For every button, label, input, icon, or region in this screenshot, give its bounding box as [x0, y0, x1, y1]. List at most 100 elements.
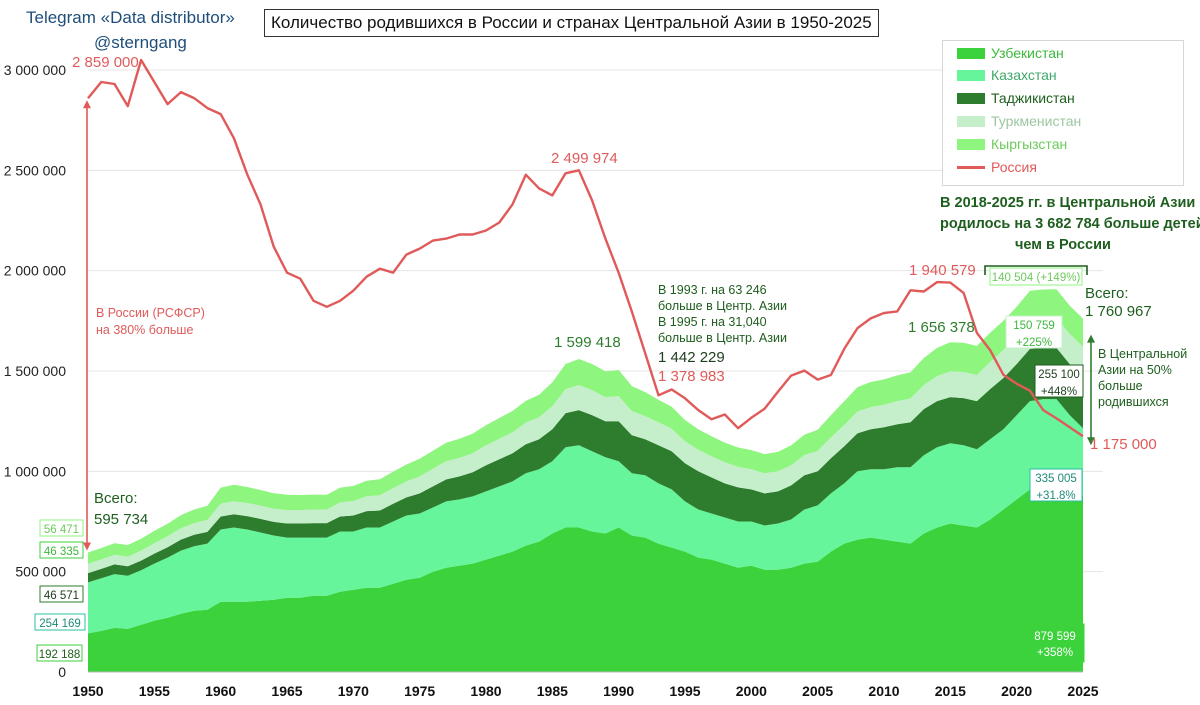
- watermark-telegram: Telegram «Data distributor»: [26, 8, 235, 27]
- area-series-Узбекистан: [88, 479, 1083, 672]
- label-russia-1950: 2 859 000: [72, 54, 139, 71]
- x-tick-label: 1960: [205, 683, 236, 699]
- label-total-1950: Всего:: [94, 490, 138, 507]
- legend-item-kazakhstan: Казахстан: [957, 65, 1057, 85]
- label-start-tajikistan: 46 571: [44, 590, 79, 602]
- note-ca-more: больше: [1098, 379, 1143, 393]
- note-1993: В 1995 г. на 31,040: [658, 315, 767, 329]
- legend-label: Узбекистан: [991, 45, 1064, 61]
- label-end-turkmenistan-box: [1005, 315, 1063, 349]
- legend-line-swatch: [957, 165, 985, 169]
- y-tick-label: 2 500 000: [4, 162, 66, 178]
- line-series-Россия: [87, 58, 1084, 438]
- label-start-turkmenistan: 46 335: [44, 546, 79, 558]
- x-tick-label: 1980: [470, 683, 501, 699]
- note-1993: больше в Центр. Азии: [658, 299, 787, 313]
- label-ca-1993: 1 442 229: [658, 349, 725, 366]
- label-end-kyrgyzstan: 140 504 (+149%): [992, 272, 1081, 284]
- area-series-Таджикистан: [88, 347, 1083, 583]
- legend-label: Кыргызстан: [991, 136, 1068, 152]
- x-tick-label: 2020: [1001, 683, 1032, 699]
- label-end-kyrgyzstan-box: [989, 267, 1083, 286]
- axes: 0 500 000 1 000 000 1 500 000 2 000 000 2 500…: [4, 62, 1099, 699]
- x-tick-label: 2010: [868, 683, 899, 699]
- label-start-turkmenistan-box: [39, 541, 84, 559]
- label-start-tajikistan-box: [39, 585, 84, 603]
- chart-title: Количество родившихся в России и странах…: [264, 9, 879, 37]
- x-tick-label: 2000: [736, 683, 767, 699]
- legend-item-uzbekistan: Узбекистан: [957, 43, 1064, 63]
- arrow-head-up: [1087, 334, 1095, 343]
- russia-line-group: [87, 58, 1084, 438]
- legend-item-turkmenistan: Туркменистан: [957, 111, 1081, 131]
- label-total-2025: Всего:: [1085, 285, 1129, 302]
- label-end-tajikistan: 255 100: [1038, 369, 1080, 381]
- y-tick-label: 3 000 000: [4, 62, 66, 78]
- label-end-uzbekistan: 879 599: [1034, 631, 1076, 643]
- x-tick-label: 1995: [669, 683, 700, 699]
- x-tick-label: 1970: [338, 683, 369, 699]
- label-end-kazakhstan: 335 005: [1035, 473, 1077, 485]
- label-end-tajikistan: +448%: [1041, 386, 1077, 398]
- legend-swatch: [957, 115, 985, 127]
- label-end-kazakhstan: +31.8%: [1036, 490, 1075, 502]
- legend: Узбекистан Казахстан Таджикистан Туркмен…: [942, 40, 1184, 186]
- label-end-turkmenistan: +225%: [1016, 337, 1052, 349]
- area-series-Кыргызстан: [88, 289, 1083, 564]
- arrow-head-up: [83, 100, 91, 109]
- x-tick-label: 1950: [72, 683, 103, 699]
- note-1993: В 1993 г. на 63 246: [658, 283, 767, 297]
- y-tick-label: 2 000 000: [4, 263, 66, 279]
- label-russia-1987: 2 499 974: [551, 150, 618, 167]
- note-ca-more: В Центральной: [1098, 347, 1187, 361]
- label-start-uzbekistan: 192 188: [39, 649, 81, 661]
- label-ca-2015: 1 656 378: [908, 319, 975, 336]
- label-russia-2015: 1 940 579: [909, 262, 976, 279]
- x-tick-label: 1985: [537, 683, 568, 699]
- x-tick-label: 1955: [139, 683, 170, 699]
- note-ca-more: родившихся: [1098, 395, 1169, 409]
- note-2018-2025: В 2018-2025 гг. в Центральной Азии: [940, 195, 1195, 211]
- note-2018-2025: родилось на 3 682 784 больше детей,: [940, 216, 1200, 232]
- label-total-2025-value: 1 760 967: [1085, 303, 1152, 320]
- legend-swatch: [957, 138, 985, 150]
- x-tick-label: 2015: [935, 683, 966, 699]
- y-tick-label: 500 000: [15, 564, 66, 580]
- label-total-1950-value: 595 734: [94, 511, 148, 528]
- note-1993: больше в Центр. Азии: [658, 331, 787, 345]
- area-series-Казахстан: [88, 399, 1083, 634]
- label-end-uzbekistan: +358%: [1037, 647, 1073, 659]
- label-start-kyrgyzstan: 56 471: [44, 524, 79, 536]
- legend-swatch: [957, 47, 985, 59]
- legend-item-kyrgyzstan: Кыргызстан: [957, 134, 1067, 154]
- x-tick-label: 1990: [603, 683, 634, 699]
- legend-label: Россия: [991, 159, 1037, 175]
- label-start-kazakhstan: 254 169: [39, 618, 81, 630]
- stacked-areas: [88, 289, 1083, 672]
- x-tick-label: 2025: [1067, 683, 1098, 699]
- legend-label: Казахстан: [991, 67, 1057, 83]
- label-start-uzbekistan-box: [36, 644, 83, 662]
- note-rsfsr: на 380% больше: [96, 323, 193, 337]
- arrow-head-down: [83, 542, 91, 551]
- label-russia-1993: 1 378 983: [658, 368, 725, 385]
- legend-swatch: [957, 92, 985, 104]
- label-ca-1987: 1 599 418: [554, 334, 621, 351]
- label-russia-2025: 1 175 000: [1090, 436, 1157, 453]
- x-tick-label: 1975: [404, 683, 435, 699]
- area-series-Туркменистан: [88, 317, 1083, 574]
- label-end-kazakhstan-box: [1029, 468, 1083, 502]
- note-rsfsr: В России (РСФСР): [96, 306, 205, 320]
- legend-item-tajikistan: Таджикистан: [957, 88, 1075, 108]
- x-tick-label: 1965: [271, 683, 302, 699]
- label-end-turkmenistan: 150 759: [1013, 320, 1055, 332]
- watermark-handle: @sterngang: [94, 33, 187, 52]
- note-2018-2025: чем в России: [1015, 237, 1111, 253]
- x-tick-label: 2005: [802, 683, 833, 699]
- y-tick-label: 1 000 000: [4, 463, 66, 479]
- label-start-kazakhstan-box: [34, 613, 86, 631]
- annotations: 2 859 000 2 499 974 1 378 983 1 940 579 1 17…: [34, 54, 1200, 663]
- bracket-2018-2025: [984, 265, 1088, 275]
- label-end-uzbekistan-box: [1025, 623, 1085, 663]
